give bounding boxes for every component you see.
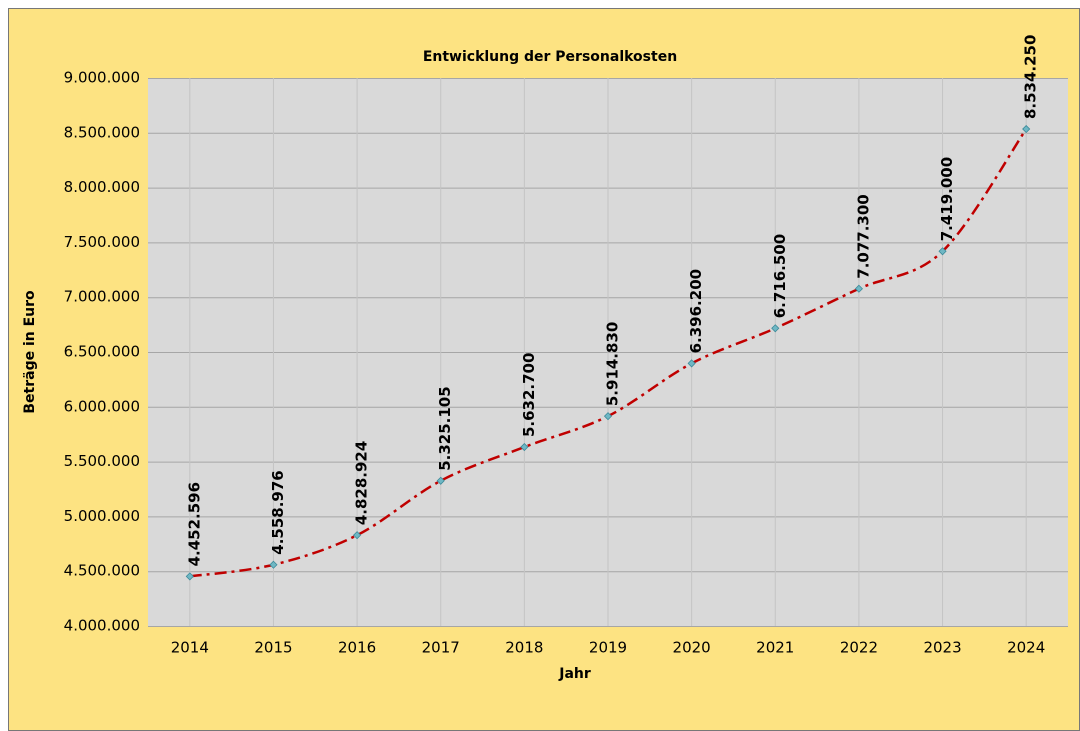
y-axis-label: Beträge in Euro	[22, 290, 38, 414]
data-point	[854, 284, 863, 293]
data-label: 7.077.300	[854, 194, 872, 278]
x-tick-label: 2020	[673, 639, 711, 657]
x-tick-label: 2019	[589, 639, 627, 657]
y-tick-label: 4.500.000	[64, 562, 140, 580]
y-tick-label: 8.000.000	[64, 178, 140, 196]
x-tick-label: 2024	[1007, 639, 1045, 657]
data-label: 4.558.976	[269, 470, 287, 554]
data-label: 5.325.105	[436, 386, 454, 470]
x-tick-label: 2016	[338, 639, 376, 657]
x-tick-label: 2014	[171, 639, 209, 657]
data-point	[353, 531, 362, 540]
data-label: 4.828.924	[353, 441, 371, 525]
data-label: 6.716.500	[771, 234, 789, 318]
data-point	[436, 476, 445, 485]
data-label: 5.632.700	[520, 353, 538, 437]
y-tick-label: 4.000.000	[64, 617, 140, 635]
y-tick-label: 8.500.000	[64, 123, 140, 141]
x-tick-label: 2018	[505, 639, 543, 657]
data-label: 4.452.596	[185, 482, 203, 566]
y-tick-label: 7.000.000	[64, 288, 140, 306]
x-tick-label: 2023	[923, 639, 961, 657]
y-tick-label: 5.000.000	[64, 507, 140, 525]
data-point	[269, 560, 278, 569]
data-point	[185, 572, 194, 581]
x-tick-label: 2017	[422, 639, 460, 657]
data-point	[520, 442, 529, 452]
chart-title: Entwicklung der Personalkosten	[423, 49, 677, 65]
data-label: 5.914.830	[604, 322, 622, 406]
y-tick-label: 7.500.000	[64, 233, 140, 251]
data-point	[687, 359, 696, 368]
x-tick-label: 2022	[840, 639, 878, 657]
data-label: 8.534.250	[1022, 35, 1040, 119]
data-point	[1022, 124, 1031, 134]
data-point	[771, 324, 780, 333]
x-tick-label: 2021	[756, 639, 794, 657]
y-tick-label: 9.000.000	[64, 69, 140, 87]
y-tick-label: 5.500.000	[64, 452, 140, 470]
x-tick-label: 2015	[254, 639, 292, 657]
data-point	[938, 247, 947, 256]
data-point	[603, 412, 613, 421]
y-tick-label: 6.500.000	[64, 343, 140, 361]
data-label: 6.396.200	[687, 269, 705, 353]
y-tick-label: 6.000.000	[64, 397, 140, 415]
x-axis-label: Jahr	[558, 666, 591, 682]
data-label: 7.419.000	[938, 157, 956, 241]
